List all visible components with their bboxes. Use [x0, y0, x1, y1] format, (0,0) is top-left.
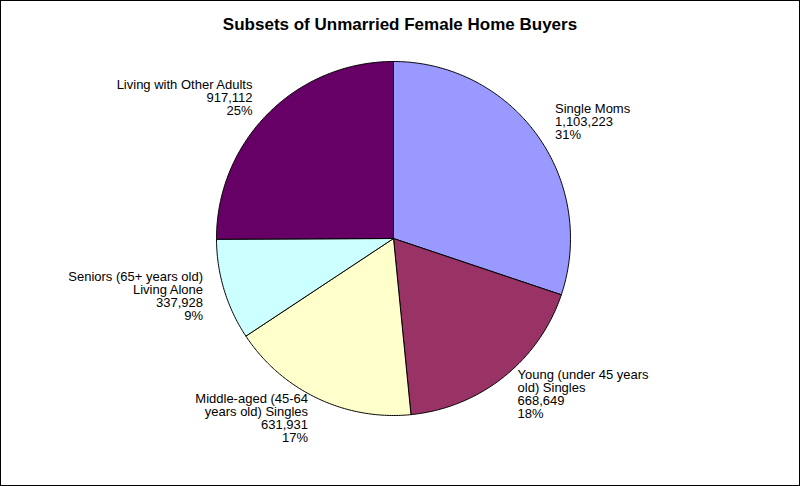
svg-text:Young (under 45 yearsold) Sing: Young (under 45 yearsold) Singles668,649… [518, 367, 650, 421]
html-text:Subsets of Unmarried Female Ho: Subsets of Unmarried Female Home Buyers [222, 15, 578, 34]
svg-text:Middle-aged (45-64years old) S: Middle-aged (45-64years old) Singles631,… [195, 391, 308, 445]
svg-text:Single Moms1,103,22331%: Single Moms1,103,22331% [555, 101, 631, 142]
svg-text:Living with Other Adults917,11: Living with Other Adults917,11225% [117, 77, 253, 118]
svg-text:Seniors (65+ years old)Living: Seniors (65+ years old)Living Alone337,9… [68, 269, 203, 323]
